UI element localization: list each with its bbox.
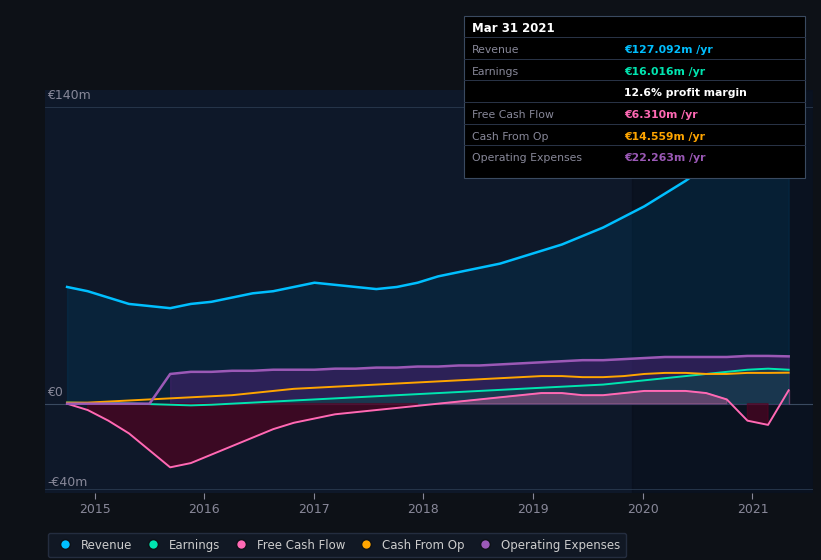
Text: Mar 31 2021: Mar 31 2021 [472, 21, 555, 35]
Text: 12.6% profit margin: 12.6% profit margin [624, 88, 747, 98]
Legend: Revenue, Earnings, Free Cash Flow, Cash From Op, Operating Expenses: Revenue, Earnings, Free Cash Flow, Cash … [48, 533, 626, 557]
Text: €16.016m /yr: €16.016m /yr [624, 67, 705, 77]
Text: Earnings: Earnings [472, 67, 519, 77]
Text: €6.310m /yr: €6.310m /yr [624, 110, 698, 120]
Text: -€40m: -€40m [48, 475, 88, 488]
Text: €14.559m /yr: €14.559m /yr [624, 132, 705, 142]
Bar [632, 90, 813, 493]
Text: Cash From Op: Cash From Op [472, 132, 548, 142]
Text: €0: €0 [48, 386, 63, 399]
Text: €140m: €140m [48, 90, 91, 102]
Text: Operating Expenses: Operating Expenses [472, 153, 582, 163]
Text: €127.092m /yr: €127.092m /yr [624, 45, 713, 55]
Text: Revenue: Revenue [472, 45, 520, 55]
Text: Free Cash Flow: Free Cash Flow [472, 110, 554, 120]
Text: €22.263m /yr: €22.263m /yr [624, 153, 705, 163]
